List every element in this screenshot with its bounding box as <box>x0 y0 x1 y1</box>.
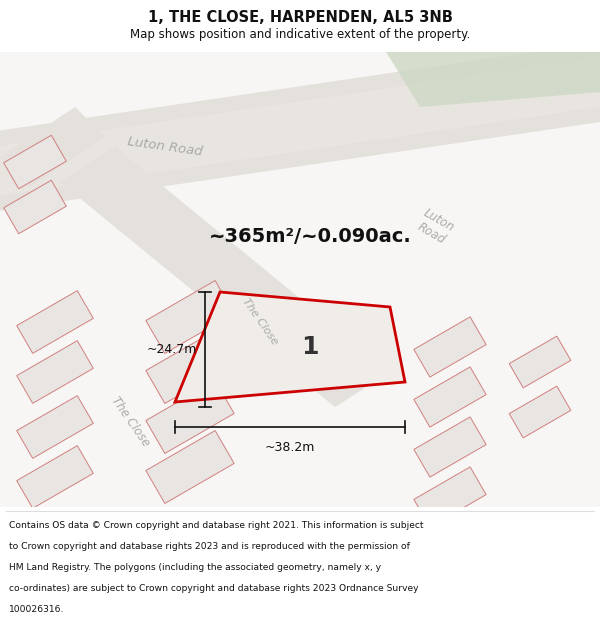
Polygon shape <box>414 467 486 527</box>
Polygon shape <box>4 180 67 234</box>
Text: co-ordinates) are subject to Crown copyright and database rights 2023 Ordnance S: co-ordinates) are subject to Crown copyr… <box>9 584 419 593</box>
Text: The Close: The Close <box>108 394 152 449</box>
Text: The Close: The Close <box>241 297 280 347</box>
Text: HM Land Registry. The polygons (including the associated geometry, namely x, y: HM Land Registry. The polygons (includin… <box>9 563 381 572</box>
Polygon shape <box>146 381 234 454</box>
Polygon shape <box>17 396 94 458</box>
Polygon shape <box>146 431 234 504</box>
Polygon shape <box>380 42 600 107</box>
Polygon shape <box>0 57 600 197</box>
Polygon shape <box>0 107 105 187</box>
Text: Luton
Road: Luton Road <box>413 206 457 248</box>
Text: ~24.7m: ~24.7m <box>146 343 197 356</box>
Text: 1: 1 <box>301 335 319 359</box>
Polygon shape <box>175 292 405 402</box>
Polygon shape <box>17 291 94 353</box>
Text: ~38.2m: ~38.2m <box>265 441 315 454</box>
Polygon shape <box>509 386 571 438</box>
Text: ~365m²/~0.090ac.: ~365m²/~0.090ac. <box>209 228 412 246</box>
Polygon shape <box>0 42 600 212</box>
Polygon shape <box>60 147 390 407</box>
Text: to Crown copyright and database rights 2023 and is reproduced with the permissio: to Crown copyright and database rights 2… <box>9 542 410 551</box>
Text: Contains OS data © Crown copyright and database right 2021. This information is : Contains OS data © Crown copyright and d… <box>9 521 424 530</box>
Polygon shape <box>414 317 486 377</box>
Text: 1, THE CLOSE, HARPENDEN, AL5 3NB: 1, THE CLOSE, HARPENDEN, AL5 3NB <box>148 11 452 26</box>
Text: Map shows position and indicative extent of the property.: Map shows position and indicative extent… <box>130 28 470 41</box>
Polygon shape <box>414 417 486 477</box>
Text: 100026316.: 100026316. <box>9 605 64 614</box>
Text: Luton Road: Luton Road <box>127 135 203 159</box>
Polygon shape <box>17 446 94 508</box>
Polygon shape <box>17 341 94 403</box>
Polygon shape <box>146 331 234 404</box>
Polygon shape <box>146 281 234 354</box>
Polygon shape <box>414 367 486 427</box>
Polygon shape <box>4 135 67 189</box>
Polygon shape <box>509 336 571 388</box>
Polygon shape <box>0 52 600 507</box>
